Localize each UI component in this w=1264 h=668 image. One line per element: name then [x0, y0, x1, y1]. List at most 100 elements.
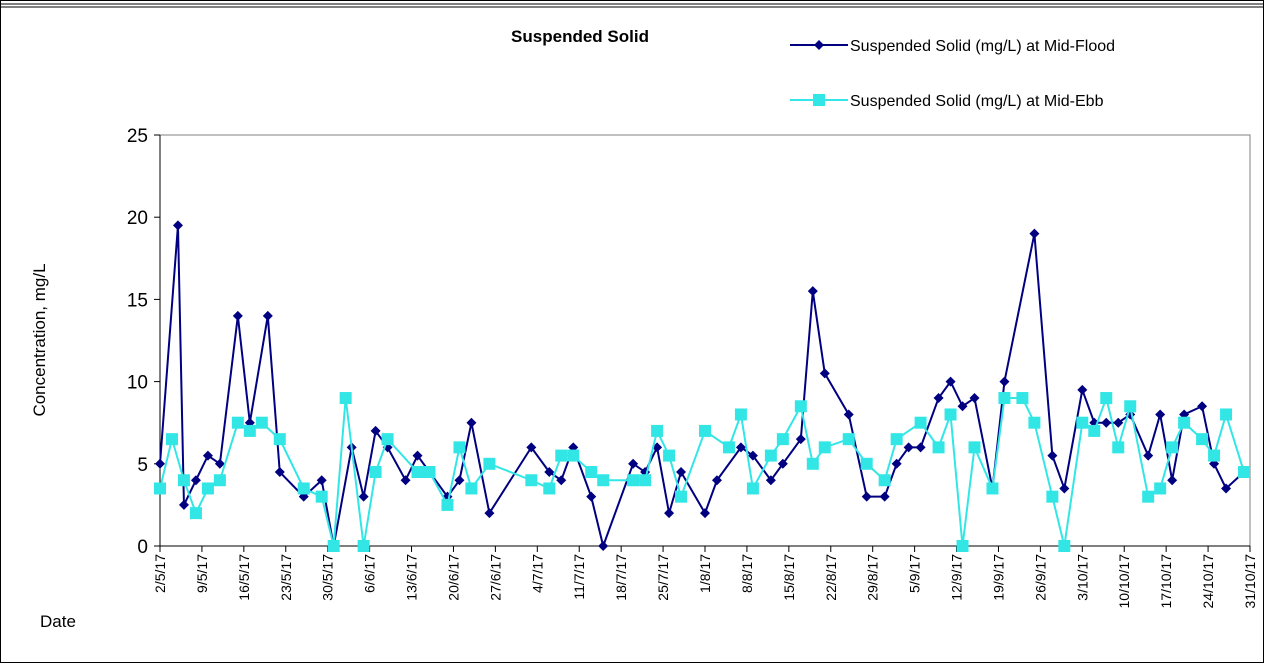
point — [932, 441, 945, 454]
point — [764, 449, 777, 462]
point — [339, 392, 352, 405]
point — [1077, 384, 1088, 395]
point — [412, 450, 423, 461]
point — [676, 467, 687, 478]
point — [986, 482, 999, 495]
point — [172, 220, 183, 231]
point — [262, 310, 273, 321]
point — [734, 408, 747, 421]
point — [1059, 483, 1070, 494]
point — [777, 458, 788, 469]
x-tick-label: 4/7/17 — [529, 554, 545, 593]
point — [819, 368, 830, 379]
point — [639, 474, 652, 487]
point — [945, 376, 956, 387]
x-tick-label: 8/8/17 — [739, 554, 755, 593]
point — [466, 417, 477, 428]
point — [423, 466, 436, 479]
point — [316, 475, 327, 486]
x-tick-label: 6/6/17 — [362, 554, 378, 593]
point — [1166, 441, 1179, 454]
point — [999, 376, 1010, 387]
legend-label: Suspended Solid (mg/L) at Mid-Flood — [850, 38, 1115, 55]
point — [747, 450, 758, 461]
point — [411, 466, 424, 479]
y-tick-label: 20 — [127, 208, 148, 229]
point — [1028, 416, 1041, 429]
point — [543, 482, 556, 495]
point — [843, 409, 854, 420]
point — [232, 310, 243, 321]
point — [189, 507, 202, 520]
point — [1167, 475, 1178, 486]
point — [1058, 540, 1071, 552]
point — [879, 491, 890, 502]
point — [243, 424, 256, 437]
x-tick-label: 9/5/17 — [194, 554, 210, 593]
y-axis-label: Concentration, mg/L — [30, 263, 49, 416]
point — [1046, 490, 1059, 503]
point — [555, 449, 568, 462]
point — [842, 433, 855, 446]
point — [525, 474, 538, 487]
x-tick-label: 10/10/17 — [1116, 554, 1132, 609]
point — [628, 458, 639, 469]
point — [358, 491, 369, 502]
point — [556, 475, 567, 486]
point — [1100, 392, 1113, 405]
point — [627, 474, 640, 487]
x-tick-label: 11/7/17 — [571, 554, 587, 600]
point — [1047, 450, 1058, 461]
point — [273, 433, 286, 446]
point — [1113, 417, 1124, 428]
point — [998, 392, 1011, 405]
point — [465, 482, 478, 495]
point — [567, 449, 580, 462]
x-tick-label: 15/8/17 — [781, 554, 797, 601]
point — [1154, 482, 1167, 495]
point — [746, 482, 759, 495]
x-tick-label: 31/10/17 — [1242, 554, 1258, 609]
point — [165, 433, 178, 446]
point — [878, 474, 891, 487]
plot-area — [159, 134, 1251, 547]
point — [178, 499, 189, 510]
point — [201, 482, 214, 495]
x-tick-label: 19/9/17 — [990, 554, 1006, 601]
point — [400, 475, 411, 486]
point — [675, 490, 688, 503]
point — [177, 474, 190, 487]
point — [1155, 409, 1166, 420]
point — [585, 466, 598, 479]
point — [664, 508, 675, 519]
point — [957, 401, 968, 412]
point — [813, 94, 825, 106]
point — [1178, 416, 1191, 429]
point — [891, 458, 902, 469]
point — [214, 458, 225, 469]
x-tick-label: 12/9/17 — [949, 554, 965, 601]
y-tick-label: 15 — [127, 290, 148, 311]
point — [155, 458, 165, 469]
x-tick-label: 17/10/17 — [1158, 554, 1174, 609]
point — [915, 442, 926, 453]
y-tick-label: 25 — [127, 126, 148, 147]
point — [700, 508, 710, 519]
point — [861, 491, 872, 502]
point — [483, 457, 496, 470]
x-tick-label: 26/9/17 — [1032, 554, 1048, 601]
point — [711, 475, 722, 486]
point — [597, 474, 610, 487]
point — [890, 433, 903, 446]
x-tick-label: 25/7/17 — [655, 554, 671, 601]
point — [651, 424, 664, 437]
x-tick-label: 13/6/17 — [404, 554, 420, 601]
point — [814, 40, 824, 50]
point — [1208, 449, 1221, 462]
point — [903, 442, 914, 453]
point — [776, 433, 789, 446]
point — [795, 434, 806, 445]
y-tick-label: 10 — [127, 373, 148, 394]
point — [1238, 466, 1251, 479]
